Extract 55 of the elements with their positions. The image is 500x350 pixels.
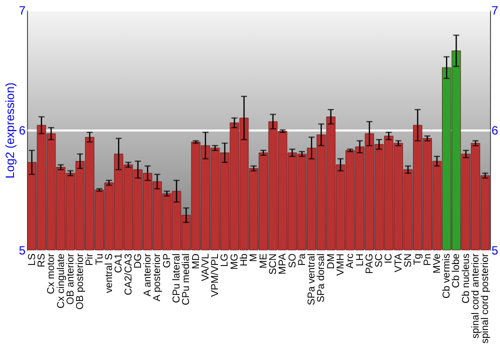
x-tick-label: spinal cord anterior bbox=[470, 252, 482, 339]
x-tick-label: LH bbox=[354, 254, 366, 266]
x-tick-label: Pir bbox=[84, 252, 96, 266]
x-tick-label: Pn bbox=[422, 254, 434, 266]
x-tick-label: RS bbox=[36, 253, 48, 268]
x-tick-label: MD bbox=[190, 254, 202, 270]
x-tick-label: Hb bbox=[239, 253, 250, 266]
x-tick-label: DG bbox=[132, 253, 144, 268]
y2-tick-label: 6 bbox=[492, 124, 498, 138]
x-tick-label: Cb vermis bbox=[442, 254, 453, 299]
x-tick-label: SPa dorsal bbox=[316, 254, 328, 302]
x-tick-label: CPu medial bbox=[181, 254, 192, 306]
x-tick-label: CA1 bbox=[114, 253, 125, 273]
x-tick-label: VTA bbox=[393, 253, 404, 272]
y-tick-label: 6 bbox=[18, 124, 26, 138]
x-tick-label: GP bbox=[162, 253, 173, 268]
x-tick-label: SCN bbox=[268, 254, 279, 275]
x-tick-label: CA2/CA3 bbox=[123, 253, 134, 296]
x-tick-label: Arc bbox=[345, 254, 356, 268]
x-tick-label: SO bbox=[287, 253, 298, 268]
x-tick-label: A posterior bbox=[152, 252, 164, 302]
x-tick-label: SC bbox=[374, 254, 386, 268]
x-tick-label: Tu bbox=[94, 254, 106, 265]
y-axis-title: Log2 (expression) bbox=[2, 82, 17, 179]
y-tick-label: 7 bbox=[18, 4, 26, 18]
x-tick-label: spinal cord posterior bbox=[480, 252, 492, 344]
x-tick-label: OB posterior bbox=[75, 252, 86, 310]
x-tick-label: Tg bbox=[412, 254, 424, 266]
x-tick-label: M bbox=[248, 254, 260, 262]
x-tick-label: ME bbox=[258, 253, 270, 268]
x-tick-label: Cx motor bbox=[46, 252, 58, 294]
y-tick-label: 5 bbox=[18, 244, 26, 258]
x-tick-label: SPa ventral bbox=[306, 254, 318, 306]
x-tick-label: VA/VL bbox=[200, 253, 212, 282]
x-tick-label: OB anterior bbox=[65, 252, 76, 305]
x-tick-label: Cb lobe bbox=[451, 253, 462, 288]
y2-tick-label: 5 bbox=[492, 244, 498, 258]
x-tick-label: MG bbox=[229, 253, 240, 270]
x-tick-label: CPu lateral bbox=[172, 254, 183, 303]
x-tick-label: MVe bbox=[432, 253, 443, 274]
x-tick-label: MPA bbox=[278, 253, 289, 274]
x-tick-label: LG bbox=[220, 253, 231, 267]
x-tick-label: IC bbox=[384, 254, 395, 264]
x-tick-label: ventral S bbox=[104, 253, 115, 293]
x-tick-label: DM bbox=[326, 254, 337, 270]
x-tick-label: A anterior bbox=[142, 252, 154, 296]
x-tick-label: Cb nucleus bbox=[460, 254, 472, 304]
x-tick-label: Pa bbox=[296, 253, 308, 266]
y2-tick-label: 7 bbox=[492, 4, 498, 18]
x-tick-label: SN bbox=[403, 254, 414, 268]
x-tick-label: LS bbox=[26, 253, 38, 266]
x-tick-label: Cx cingulate bbox=[56, 253, 67, 309]
x-tick-label: VMH bbox=[335, 254, 346, 276]
x-tick-label: PAG bbox=[364, 253, 376, 274]
x-tick-label: VPM/VPL bbox=[210, 253, 222, 297]
